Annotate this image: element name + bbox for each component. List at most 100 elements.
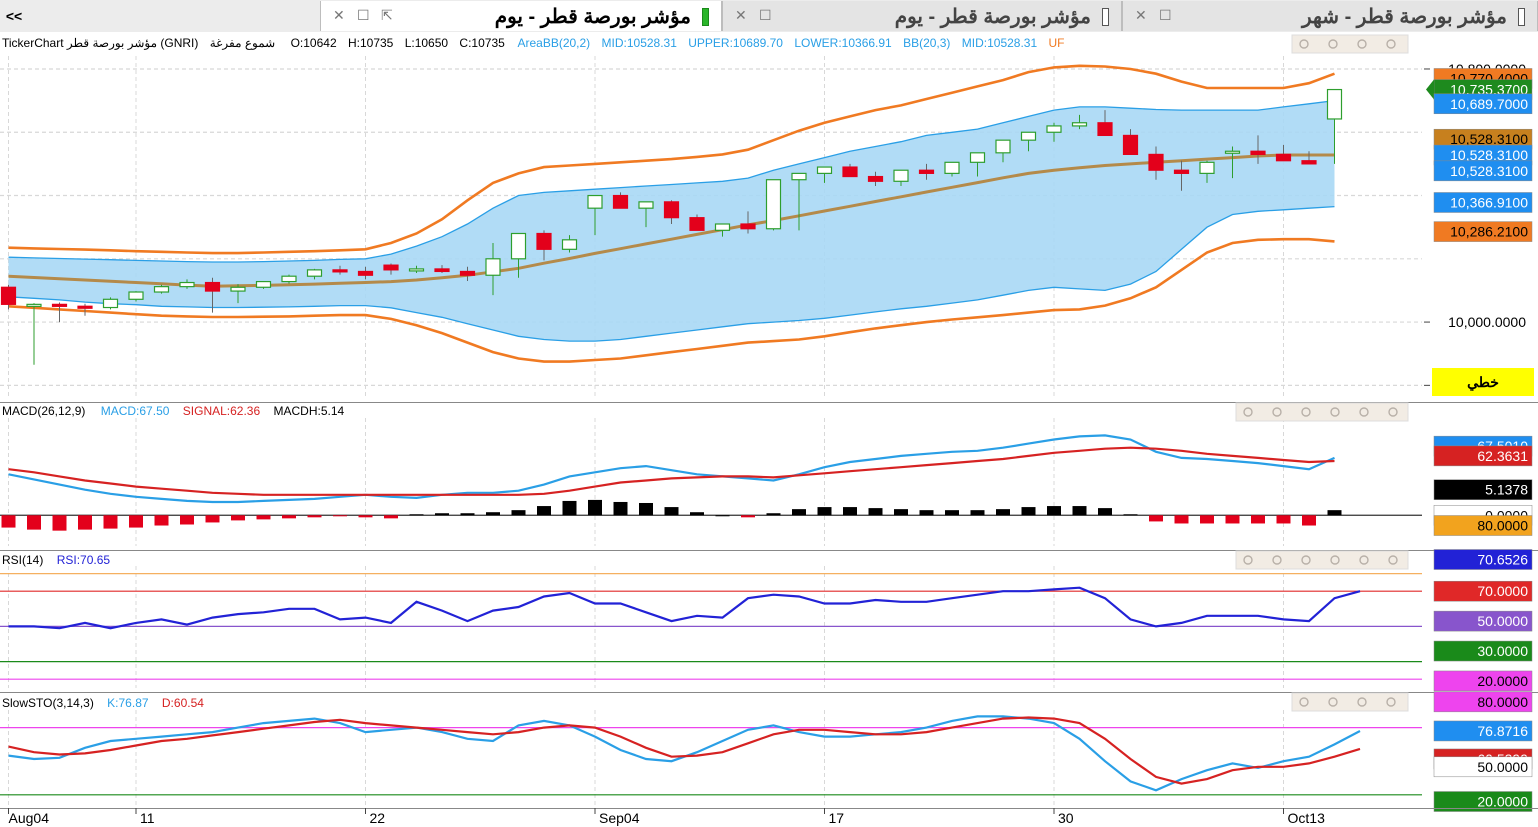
rsi-header: RSI(14) RSI:70.65 (2, 553, 110, 567)
histogram-bar (1327, 510, 1342, 516)
candle-bullish (26, 303, 42, 307)
close-icon[interactable]: ✕ (1135, 7, 1147, 23)
move-up-icon[interactable] (1301, 555, 1311, 565)
tab-qe-monthly[interactable]: ✕ ☐ مؤشر بورصة قطر - شهر (1122, 1, 1538, 31)
settings-icon[interactable] (1357, 39, 1367, 49)
histogram-bar (180, 515, 194, 525)
histogram-bar (1276, 515, 1291, 524)
tab-qe-daily-active[interactable]: ✕ ☐ ⇱ مؤشر بورصة قطر - يوم (320, 1, 722, 31)
value-label: 10,366.9100 (1450, 194, 1528, 210)
price-pane[interactable]: TickerChart مؤشر بورصة قطر (GNRI) شموع م… (0, 32, 1538, 402)
x-tick-label: 11 (140, 810, 155, 826)
histogram-bar (358, 515, 373, 518)
more-icon[interactable] (1388, 407, 1398, 417)
stochastic-pane-toolbar[interactable] (1291, 692, 1409, 712)
hist-value: MACDH:5.14 (274, 404, 345, 418)
bb-mid: MID:10528.31 (962, 36, 1038, 50)
value-label: 20.0000 (1477, 673, 1528, 689)
move-down-icon[interactable] (1330, 407, 1340, 417)
value-label: 50.0000 (1477, 759, 1528, 775)
maximize-icon[interactable] (1299, 697, 1309, 707)
maximize-icon[interactable] (1272, 555, 1282, 565)
detach-icon[interactable]: ⇱ (381, 7, 393, 23)
candle-bearish (1250, 150, 1266, 155)
macd-header: MACD(26,12,9) MACD:67.50 SIGNAL:62.36 MA… (2, 404, 345, 418)
stochastic-header: SlowSTO(3,14,3) K:76.87 D:60.54 (2, 696, 204, 710)
move-down-icon[interactable] (1328, 39, 1338, 49)
settings-icon[interactable] (1357, 697, 1367, 707)
candle-bullish (1224, 150, 1241, 154)
histogram-bar (843, 507, 857, 516)
tab-qe-daily[interactable]: ✕ ☐ مؤشر بورصة قطر - يوم (722, 1, 1122, 31)
candle-bearish (204, 281, 221, 292)
macd-pane-toolbar[interactable] (1235, 402, 1409, 422)
tab-scroll-button[interactable]: << (5, 8, 23, 24)
histogram-bar (409, 514, 424, 516)
areabb-lower: LOWER:10366.91 (794, 36, 892, 50)
candle-bearish (0, 286, 17, 305)
close-icon[interactable]: ✕ (333, 7, 345, 23)
candle-bearish (1122, 134, 1139, 155)
move-up-icon[interactable] (1301, 407, 1311, 417)
macd-value: MACD:67.50 (101, 404, 170, 418)
macd-line (8, 434, 1335, 504)
settings-icon[interactable] (1359, 555, 1369, 565)
candle-bullish (944, 161, 960, 174)
rsi-pane-toolbar[interactable] (1235, 550, 1409, 570)
tab-title: مؤشر بورصة قطر - شهر (1302, 6, 1507, 28)
histogram-bar (613, 501, 628, 516)
maximize-icon[interactable] (1299, 39, 1309, 49)
x-tick-label: 22 (370, 810, 386, 826)
candle-bullish (714, 223, 731, 231)
middle-band-line (8, 153, 1335, 288)
histogram-bar (664, 507, 679, 516)
close-icon[interactable]: ✕ (735, 7, 747, 23)
settings-icon[interactable] (1359, 407, 1369, 417)
stochastic-pane[interactable]: SlowSTO(3,14,3) K:76.87 D:60.54 80.0000 7… (0, 691, 1533, 812)
close-value: C:10735 (459, 36, 505, 50)
candle-bearish (1173, 169, 1190, 174)
macd-series (1, 434, 1342, 531)
histogram-bar (766, 513, 781, 516)
maximize-icon[interactable]: ☐ (1159, 7, 1172, 23)
value-label: 20.0000 (1477, 794, 1528, 810)
candle-bullish (153, 286, 170, 293)
value-label: 30.0000 (1477, 643, 1528, 659)
areabb-label: AreaBB(20,2) (517, 36, 590, 50)
maximize-icon[interactable]: ☐ (357, 7, 370, 23)
more-icon[interactable] (1388, 555, 1398, 565)
maximize-icon[interactable]: ☐ (759, 7, 772, 23)
macd-pane[interactable]: MACD(26,12,9) MACD:67.50 SIGNAL:62.36 MA… (0, 402, 1533, 546)
value-label: 70.0000 (1477, 583, 1528, 599)
maximize-icon[interactable] (1272, 407, 1282, 417)
lower-band-line (8, 205, 1335, 342)
close-icon[interactable] (1243, 555, 1253, 565)
active-tab-marker-icon (702, 8, 709, 26)
candle-bullish (791, 172, 807, 181)
rsi-pane[interactable]: RSI(14) RSI:70.65 70.6526 70.0000 50.0000 3… (0, 549, 1533, 692)
move-down-icon[interactable] (1330, 555, 1340, 565)
value-label-box (1433, 580, 1533, 602)
style-badge[interactable]: خطي (1432, 368, 1534, 396)
close-icon[interactable] (1243, 407, 1253, 417)
high-value: H:10735 (348, 36, 394, 50)
value-label: 10,528.3100 (1450, 131, 1528, 147)
pane-toolbar-background (1235, 402, 1409, 422)
histogram-bar (333, 515, 347, 517)
histogram-bar (639, 502, 653, 516)
histogram-bar (231, 515, 245, 521)
x-tick-label: 30 (1058, 810, 1074, 826)
rsi-grid (0, 566, 1422, 688)
histogram-bar (103, 515, 118, 529)
value-label: 5.1378 (1485, 482, 1528, 498)
more-icon[interactable] (1386, 697, 1396, 707)
price-pane-toolbar[interactable] (1291, 34, 1409, 54)
more-icon[interactable] (1386, 39, 1396, 49)
candle-bullish (1020, 131, 1037, 141)
candlesticks (0, 88, 1343, 365)
move-down-icon[interactable] (1328, 697, 1338, 707)
candle-bearish (842, 166, 858, 178)
candle-bearish (1148, 153, 1164, 171)
histogram-bar (282, 515, 296, 519)
histogram-bar (307, 515, 322, 518)
